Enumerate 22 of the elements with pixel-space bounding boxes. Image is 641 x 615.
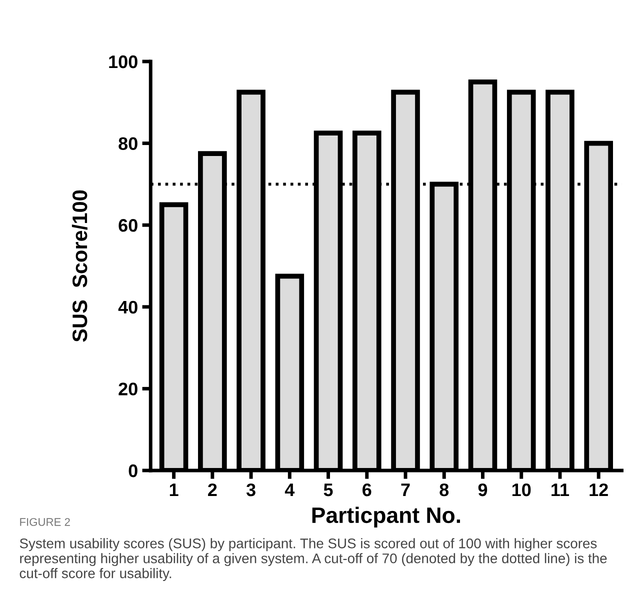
x-tick-label: 1 [170, 484, 178, 496]
caption: FIGURE 2 [20, 518, 70, 526]
y-tick-label: 80 [118, 137, 138, 150]
y-axis-title: SUS Score/100 [72, 190, 88, 342]
x-tick-label: 9 [478, 483, 488, 496]
y-tick-label: 40 [118, 300, 138, 314]
x-tick-label: 12 [590, 483, 608, 496]
x-axis-title: Particpant No. [312, 506, 460, 528]
x-tick-label: 11 [552, 484, 570, 496]
x-tick-label: 4 [284, 484, 295, 496]
y-tick-label: 100 [109, 55, 138, 68]
x-tick-label: 10 [512, 483, 531, 496]
x-tick-label: 7 [401, 484, 410, 496]
y-tick-label: 0 [128, 464, 138, 478]
x-tick-label: 3 [246, 483, 256, 496]
x-tick-label: 2 [208, 483, 217, 496]
x-tick-label: 8 [440, 483, 449, 496]
x-tick-label: 5 [324, 484, 333, 496]
y-tick-label: 60 [118, 219, 138, 232]
y-tick-label: 20 [118, 382, 138, 396]
x-tick-label: 6 [362, 483, 372, 496]
text: System usability scores (SUS) by participant. The SUS is scored out of 100 with higher scores representing higher usability of a given system. A cut-off of 70 (denoted by the dotted line) is the cut-off score for usability. [20, 538, 607, 581]
